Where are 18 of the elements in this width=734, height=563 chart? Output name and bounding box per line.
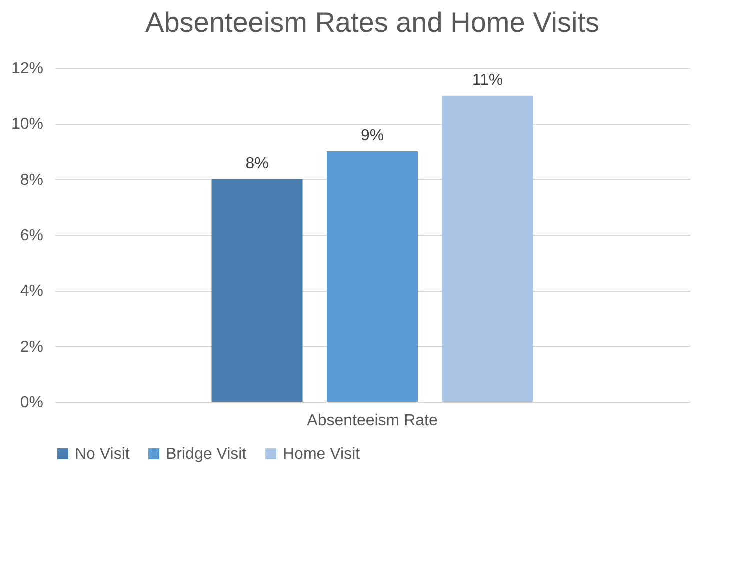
- data-label: 8%: [246, 155, 269, 172]
- data-label: 9%: [360, 128, 384, 144]
- y-tick-label: 8%: [20, 172, 44, 189]
- y-tick-label: 12%: [11, 60, 44, 78]
- y-tick-label: 4%: [20, 283, 44, 300]
- data-label: 11%: [472, 72, 504, 89]
- bar: [326, 152, 418, 402]
- bar: [212, 179, 303, 402]
- x-tick-label: Absenteeism Rate: [307, 412, 438, 430]
- legend-label: Home Visit: [283, 446, 361, 463]
- y-tick-label: 2%: [20, 338, 44, 356]
- chart-title: Absenteeism Rates and Home Visits: [146, 7, 600, 38]
- legend-label: No Visit: [75, 446, 130, 463]
- bar: [442, 96, 534, 402]
- y-tick-label: 6%: [20, 228, 44, 244]
- y-tick-label: 10%: [11, 116, 44, 134]
- legend-label: Bridge Visit: [166, 446, 248, 463]
- y-tick-label: 0%: [20, 394, 44, 412]
